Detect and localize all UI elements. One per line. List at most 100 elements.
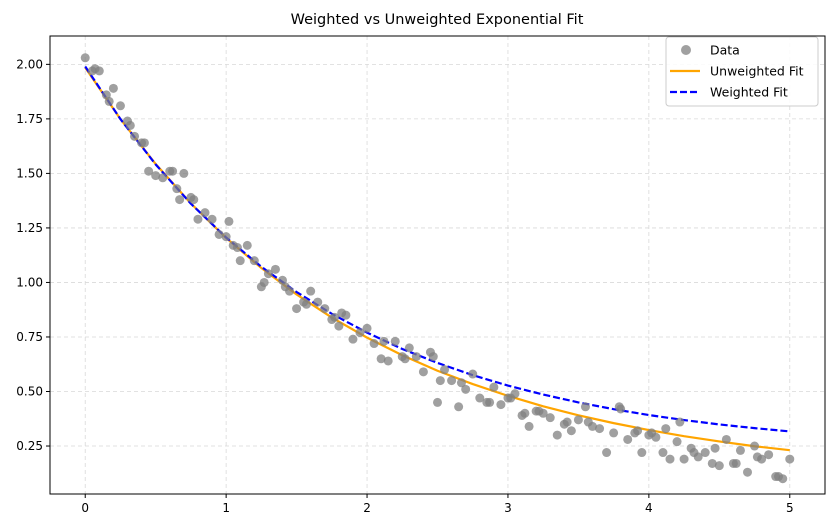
data-point bbox=[679, 454, 689, 464]
data-point bbox=[785, 454, 795, 464]
weighted-fit-line bbox=[84, 65, 790, 433]
data-point bbox=[750, 441, 760, 451]
data-point bbox=[506, 393, 516, 403]
data-point bbox=[320, 304, 330, 314]
data-point bbox=[595, 424, 605, 434]
unweighted-fit-line bbox=[84, 66, 790, 452]
data-point bbox=[158, 173, 168, 183]
data-point bbox=[334, 321, 344, 331]
data-point bbox=[259, 277, 269, 287]
data-point bbox=[485, 397, 495, 407]
data-point bbox=[461, 384, 471, 394]
data-point bbox=[433, 397, 442, 407]
data-point bbox=[270, 264, 280, 274]
data-point bbox=[735, 445, 745, 455]
data-point bbox=[125, 120, 135, 130]
data-point bbox=[369, 339, 379, 349]
fit-curves bbox=[84, 65, 790, 452]
y-tick-label: 0.25 bbox=[16, 439, 43, 453]
data-point bbox=[700, 448, 710, 458]
data-point bbox=[583, 417, 593, 427]
x-tick-label: 2 bbox=[363, 501, 371, 515]
data-point bbox=[675, 417, 685, 427]
data-point bbox=[633, 426, 643, 436]
data-point bbox=[534, 406, 544, 416]
data-point bbox=[440, 365, 450, 375]
y-tick-label: 1.00 bbox=[16, 275, 43, 289]
data-point bbox=[115, 101, 125, 111]
data-point bbox=[707, 458, 717, 468]
data-point bbox=[665, 454, 675, 464]
data-point bbox=[301, 299, 311, 309]
data-point bbox=[496, 400, 506, 410]
data-point bbox=[721, 434, 731, 444]
data-point bbox=[731, 458, 741, 468]
data-point bbox=[221, 232, 231, 242]
y-tick-label: 0.50 bbox=[16, 384, 43, 398]
plot-frame bbox=[49, 35, 826, 495]
legend-label-weighted: Weighted Fit bbox=[710, 85, 788, 100]
data-point bbox=[337, 308, 347, 318]
data-point bbox=[552, 430, 562, 440]
axis-ticks: 0 1 2 3 4 5 0.25 0.50 0.75 1.00 1.25 1.50 1.75 2.00 bbox=[16, 57, 793, 515]
data-point bbox=[545, 413, 555, 423]
data-point bbox=[428, 352, 438, 362]
data-point bbox=[456, 378, 466, 388]
legend-marker-data bbox=[681, 45, 691, 55]
data-point bbox=[602, 448, 612, 458]
y-tick-label: 1.75 bbox=[16, 112, 43, 126]
data-point bbox=[489, 382, 499, 392]
data-point bbox=[376, 354, 386, 364]
data-point bbox=[447, 376, 457, 386]
data-point bbox=[168, 166, 178, 176]
legend-label-unweighted: Unweighted Fit bbox=[710, 64, 804, 79]
data-point bbox=[764, 450, 774, 460]
data-point bbox=[566, 426, 576, 436]
data-point bbox=[710, 443, 720, 453]
data-point bbox=[263, 269, 273, 279]
x-tick-label: 5 bbox=[786, 501, 794, 515]
data-point bbox=[614, 402, 624, 412]
data-point bbox=[330, 312, 340, 322]
data-point bbox=[404, 343, 414, 353]
y-tick-label: 1.25 bbox=[16, 221, 43, 235]
data-point bbox=[623, 434, 633, 444]
data-point bbox=[689, 448, 699, 458]
data-points bbox=[80, 53, 795, 484]
data-point bbox=[104, 96, 114, 106]
data-point bbox=[637, 448, 647, 458]
data-point bbox=[348, 334, 358, 344]
data-point bbox=[175, 195, 185, 205]
data-point bbox=[658, 448, 668, 458]
data-point bbox=[108, 83, 118, 93]
chart-title: Weighted vs Unweighted Exponential Fit bbox=[291, 12, 584, 28]
data-point bbox=[179, 168, 189, 178]
data-point bbox=[609, 428, 619, 438]
data-point bbox=[418, 367, 428, 377]
data-point bbox=[411, 352, 421, 362]
data-point bbox=[580, 402, 590, 412]
x-tick-label: 3 bbox=[504, 501, 512, 515]
y-tick-label: 0.75 bbox=[16, 330, 43, 344]
legend-label-data: Data bbox=[710, 43, 740, 58]
data-point bbox=[172, 184, 182, 194]
legend: Data Unweighted Fit Weighted Fit bbox=[665, 36, 819, 107]
data-point bbox=[313, 297, 323, 307]
data-point bbox=[400, 354, 410, 364]
legend-box bbox=[665, 36, 819, 107]
data-point bbox=[454, 402, 464, 412]
x-tick-label: 1 bbox=[222, 501, 230, 515]
data-point bbox=[573, 415, 583, 425]
data-point bbox=[235, 256, 245, 266]
data-point bbox=[207, 214, 217, 224]
data-point bbox=[144, 166, 154, 176]
data-point bbox=[249, 256, 259, 266]
data-point bbox=[292, 304, 302, 314]
y-tick-label: 2.00 bbox=[16, 57, 43, 71]
data-point bbox=[661, 424, 671, 434]
data-point bbox=[306, 286, 316, 296]
y-tick-label: 1.50 bbox=[16, 166, 43, 180]
data-point bbox=[151, 171, 161, 181]
data-point bbox=[647, 428, 657, 438]
data-point bbox=[468, 369, 478, 379]
